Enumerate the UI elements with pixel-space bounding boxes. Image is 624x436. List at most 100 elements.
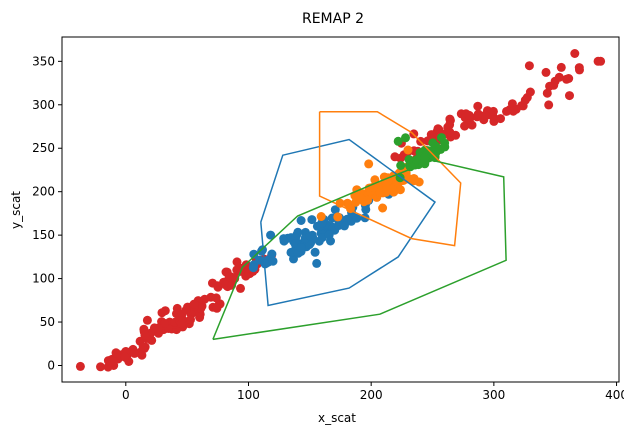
- scatter-point-blue: [330, 205, 340, 215]
- y-tick-label: 350: [32, 54, 55, 68]
- scatter-point-red: [502, 106, 511, 116]
- hull-line-orange: [318, 110, 462, 247]
- chart-title: REMAP 2: [302, 11, 364, 27]
- scatter-point-red: [544, 100, 554, 110]
- scatter-point-orange: [316, 212, 326, 221]
- scatter-point-red: [473, 109, 483, 119]
- scatter-point-red: [520, 95, 530, 105]
- scatter-point-blue: [266, 230, 276, 240]
- scatter-point-red: [565, 91, 574, 101]
- scatter-point-red: [390, 152, 400, 162]
- y-tick-label: 0: [47, 358, 55, 372]
- x-axis-label: x_scat: [318, 411, 356, 425]
- scatter-point-red: [96, 362, 105, 372]
- scatter-point-blue: [324, 230, 334, 240]
- scatter-point-red: [160, 318, 170, 328]
- scatter-point-red: [138, 342, 148, 352]
- scatter-point-blue: [296, 243, 306, 253]
- x-tick-label: 200: [360, 388, 383, 402]
- scatter-point-red: [211, 293, 221, 303]
- scatter-point-green: [401, 133, 410, 143]
- scatter-point-red: [545, 81, 555, 91]
- scatter-point-red: [186, 315, 195, 325]
- scatter-point-blue: [257, 246, 267, 256]
- scatter-point-red: [508, 106, 518, 116]
- scatter-point-orange: [403, 145, 413, 155]
- scatter-point-red: [212, 303, 222, 313]
- scatter-point-green: [412, 155, 422, 165]
- scatter-point-red: [596, 56, 606, 66]
- scatter-point-red: [189, 299, 199, 309]
- scatter-point-blue: [248, 263, 258, 273]
- scatter-point-green: [420, 153, 430, 163]
- plot-area: [75, 49, 606, 372]
- scatter-point-orange: [375, 187, 385, 197]
- scatter-point-green: [404, 155, 414, 164]
- scatter-point-red: [542, 88, 552, 98]
- scatter-point-blue: [267, 249, 277, 259]
- scatter-point-red: [562, 74, 571, 84]
- scatter-point-red: [236, 283, 245, 293]
- scatter-point-red: [473, 101, 483, 111]
- scatter-point-blue: [317, 233, 327, 242]
- scatter-point-red: [460, 121, 470, 131]
- scatter-point-blue: [305, 231, 315, 241]
- scatter-point-blue: [361, 204, 371, 214]
- scatter-point-red: [213, 282, 223, 292]
- x-tick-label: 300: [482, 388, 505, 402]
- scatter-point-blue: [312, 258, 322, 268]
- scatter-point-red: [480, 110, 490, 120]
- scatter-point-red: [570, 49, 580, 58]
- scatter-point-red: [524, 61, 534, 71]
- x-axis: 0 100 200 300 400: [122, 382, 624, 402]
- scatter-point-red: [140, 330, 150, 340]
- scatter-point-red: [137, 350, 147, 360]
- scatter-point-red: [574, 63, 584, 73]
- scatter-point-red: [496, 114, 505, 124]
- scatter-point-blue: [307, 215, 317, 225]
- scatter-point-red: [554, 72, 564, 82]
- hull-line-blue: [260, 138, 437, 307]
- plot-frame: [61, 36, 620, 383]
- scatter-point-blue: [249, 249, 259, 259]
- scatter-point-red: [229, 273, 239, 283]
- x-tick-label: 400: [605, 388, 624, 402]
- scatter-point-orange: [382, 184, 392, 194]
- x-tick-label: 100: [237, 388, 260, 402]
- y-tick-label: 150: [32, 228, 55, 242]
- scatter-point-red: [176, 319, 186, 329]
- scatter-point-orange: [409, 174, 419, 184]
- scatter-point-red: [108, 356, 118, 366]
- scatter-point-red: [445, 120, 455, 130]
- scatter-point-red: [232, 257, 242, 267]
- y-axis: 0 50 100 150 200 250 300 350: [32, 54, 62, 372]
- y-tick-label: 50: [40, 315, 55, 329]
- scatter-point-orange: [395, 185, 405, 195]
- scatter-point-green: [440, 138, 450, 148]
- scatter-point-red: [464, 110, 474, 120]
- scatter-point-green: [393, 136, 403, 146]
- y-tick-label: 200: [32, 185, 55, 199]
- x-tick-label: 0: [122, 388, 130, 402]
- y-tick-label: 300: [32, 98, 55, 112]
- scatter-point-red: [120, 352, 130, 362]
- scatter-point-blue: [296, 216, 306, 225]
- scatter-point-red: [142, 315, 152, 325]
- scatter-point-red: [111, 348, 121, 358]
- scatter-point-red: [488, 106, 498, 116]
- scatter-point-red: [525, 87, 535, 97]
- scatter-point-blue: [268, 256, 278, 266]
- scatter-point-green: [396, 161, 406, 170]
- y-tick-label: 100: [32, 272, 55, 286]
- scatter-point-red: [556, 62, 566, 72]
- scatter-point-red: [130, 348, 139, 358]
- scatter-point-red: [445, 127, 455, 137]
- scatter-point-red: [149, 323, 159, 333]
- y-tick-label: 250: [32, 141, 55, 155]
- scatter-point-blue: [310, 247, 320, 257]
- scatter-point-red: [181, 305, 191, 315]
- scatter-point-orange: [364, 159, 374, 169]
- scatter-point-orange: [363, 195, 373, 205]
- scatter-point-orange: [378, 203, 388, 213]
